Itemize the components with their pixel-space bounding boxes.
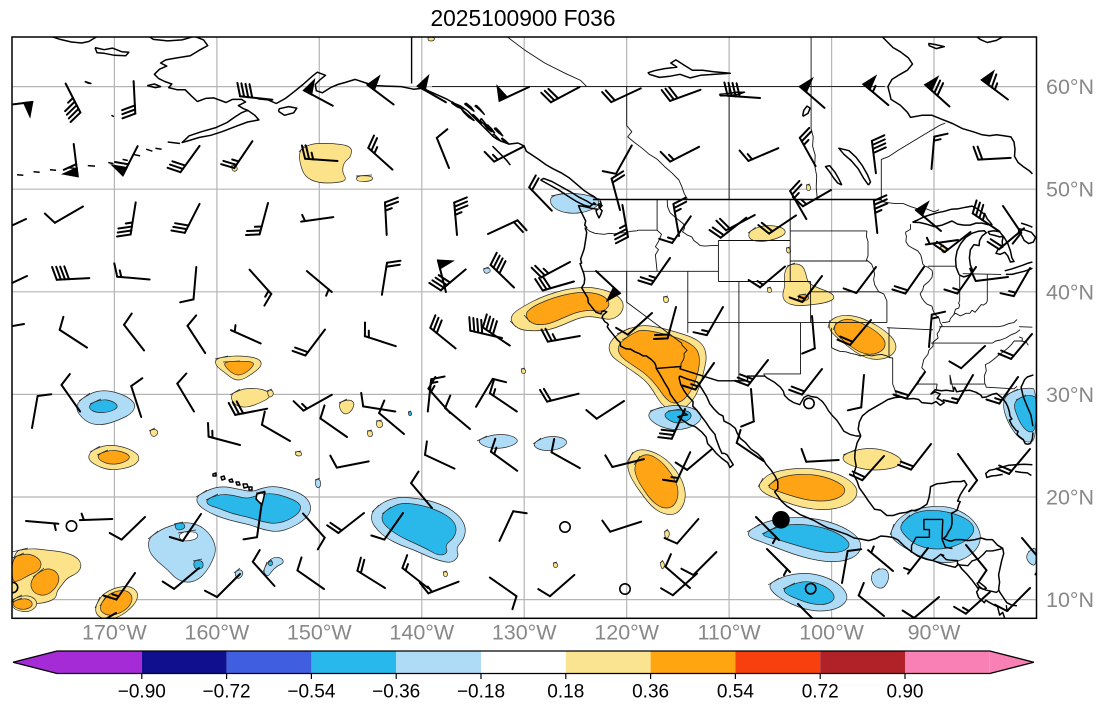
svg-text:0.18: 0.18: [547, 682, 584, 703]
svg-text:100°W: 100°W: [799, 621, 864, 645]
svg-text:130°W: 130°W: [492, 621, 557, 645]
svg-text:−0.72: −0.72: [203, 682, 251, 703]
svg-text:2025100900 F036: 2025100900 F036: [430, 5, 615, 31]
svg-text:160°W: 160°W: [185, 621, 250, 645]
svg-text:0.36: 0.36: [632, 682, 669, 703]
svg-text:−0.36: −0.36: [372, 682, 420, 703]
svg-text:30°N: 30°N: [1046, 383, 1094, 407]
svg-text:90°W: 90°W: [908, 621, 962, 645]
svg-text:140°W: 140°W: [389, 621, 454, 645]
svg-text:−0.18: −0.18: [457, 682, 505, 703]
svg-text:0.90: 0.90: [887, 682, 924, 703]
svg-text:170°W: 170°W: [82, 621, 147, 645]
svg-text:0.54: 0.54: [717, 682, 754, 703]
svg-text:10°N: 10°N: [1046, 588, 1094, 612]
svg-text:110°W: 110°W: [698, 621, 762, 645]
svg-text:20°N: 20°N: [1046, 486, 1094, 510]
svg-text:150°W: 150°W: [287, 621, 352, 645]
svg-text:120°W: 120°W: [594, 621, 659, 645]
svg-text:0.72: 0.72: [802, 682, 839, 703]
svg-text:50°N: 50°N: [1046, 178, 1094, 202]
svg-text:−0.90: −0.90: [118, 682, 166, 703]
svg-text:−0.54: −0.54: [287, 682, 336, 703]
svg-text:40°N: 40°N: [1046, 280, 1094, 304]
svg-text:60°N: 60°N: [1046, 75, 1094, 99]
